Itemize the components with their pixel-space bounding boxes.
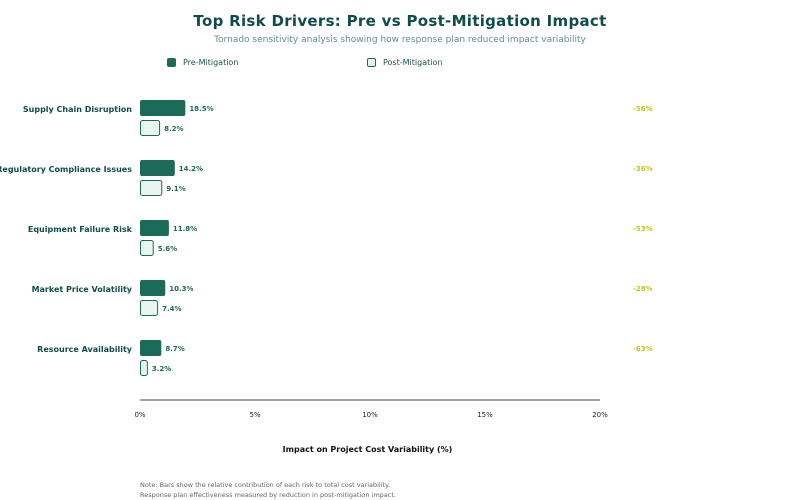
reduction-label: -63% (633, 345, 653, 353)
chart-title: Top Risk Drivers: Pre vs Post-Mitigation… (193, 12, 607, 30)
legend-label-post: Post-Mitigation (383, 57, 443, 67)
x-tick-label: 10% (362, 411, 378, 419)
note-line-2: Response plan effectiveness measured by … (140, 491, 396, 499)
pre-value-label: 10.3% (169, 285, 193, 293)
pre-mitigation-bar (140, 340, 162, 356)
post-value-label: 7.4% (162, 305, 181, 313)
chart-subtitle: Tornado sensitivity analysis showing how… (214, 35, 586, 45)
pre-mitigation-bar (140, 220, 169, 236)
x-tick-label: 20% (592, 411, 608, 419)
pre-value-label: 8.7% (165, 345, 184, 353)
post-value-label: 9.1% (166, 185, 185, 193)
reduction-label: -28% (633, 285, 653, 293)
legend-label-pre: Pre-Mitigation (183, 57, 239, 67)
category-label: Market Price Volatility (32, 285, 133, 294)
reduction-label: -56% (633, 105, 653, 113)
pre-mitigation-bar (140, 160, 175, 176)
category-label: Equipment Failure Risk (28, 225, 133, 234)
post-mitigation-bar (140, 360, 148, 376)
legend-item-pre: Pre-Mitigation (167, 56, 238, 68)
category-label: Supply Chain Disruption (23, 105, 132, 114)
pre-value-label: 11.8% (173, 225, 197, 233)
x-tick-label: 5% (249, 411, 260, 419)
legend-item-post: Post-Mitigation (367, 56, 442, 68)
post-mitigation-bar (140, 240, 154, 256)
legend-swatch-post (367, 57, 376, 67)
reduction-label: -36% (633, 165, 653, 173)
legend-swatch-pre (167, 57, 176, 67)
post-mitigation-bar (140, 300, 159, 316)
category-label: Resource Availability (37, 345, 133, 354)
pre-value-label: 14.2% (179, 165, 203, 173)
post-mitigation-bar (140, 120, 161, 136)
reduction-label: -53% (633, 225, 653, 233)
post-value-label: 3.2% (152, 365, 171, 373)
post-value-label: 8.2% (164, 125, 183, 133)
pre-mitigation-bar (140, 280, 166, 296)
category-label: Regulatory Compliance Issues (0, 165, 132, 174)
post-mitigation-bar (140, 180, 163, 196)
pre-mitigation-bar (140, 100, 186, 116)
x-axis-title: Impact on Project Cost Variability (%) (282, 445, 453, 454)
post-value-label: 5.6% (158, 245, 177, 253)
pre-value-label: 18.5% (189, 105, 213, 113)
note-line-1: Note: Bars show the relative contributio… (140, 481, 391, 489)
x-tick-label: 15% (477, 411, 493, 419)
x-tick-label: 0% (134, 411, 145, 419)
